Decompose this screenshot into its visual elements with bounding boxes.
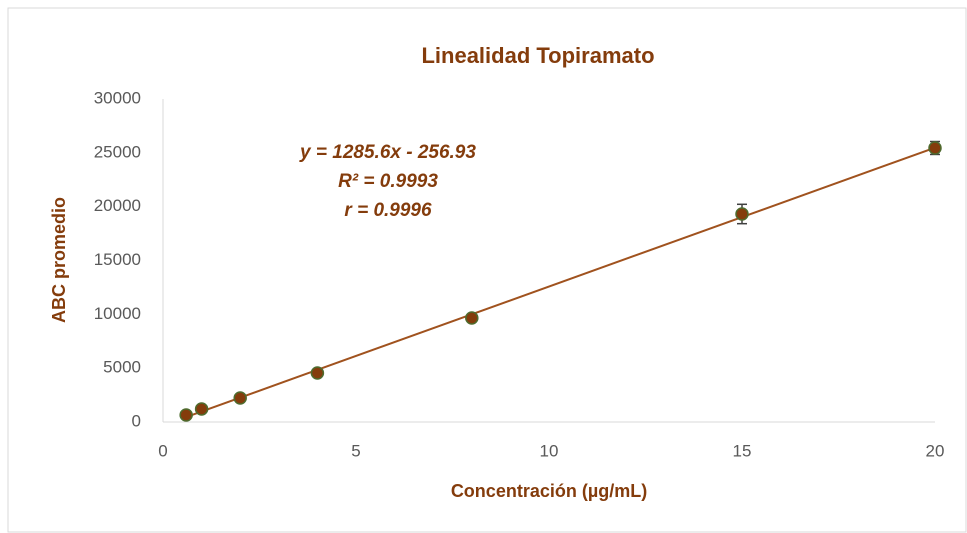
y-tick-label: 0 [132,411,141,430]
point [179,408,193,422]
point [735,207,749,221]
point [233,391,247,405]
x-tick-label: 0 [158,441,167,460]
y-tick-label: 30000 [94,88,141,107]
y-tick-label: 15000 [94,250,141,269]
annotation: y = 1285.6x - 256.93 [299,142,476,163]
point [194,402,209,416]
y-axis-label: ABC promedio [49,197,69,323]
y-tick-label: 5000 [103,358,141,377]
point [465,311,479,325]
x-axis-label: Concentración (µg/mL) [451,481,647,501]
x-tick-label: 5 [351,441,360,460]
chart-title: Linealidad Topiramato [421,43,654,68]
chart-frame [7,7,967,533]
y-tick-label: 20000 [94,196,141,215]
point [928,141,942,155]
annotation: R² = 0.9993 [338,171,438,192]
x-tick-label: 20 [926,441,945,460]
y-tick-label: 10000 [94,304,141,323]
point [310,366,325,380]
annotation: r = 0.9996 [344,200,432,221]
x-tick-label: 10 [540,441,559,460]
y-tick-label: 25000 [94,142,141,161]
x-tick-label: 15 [733,441,752,460]
